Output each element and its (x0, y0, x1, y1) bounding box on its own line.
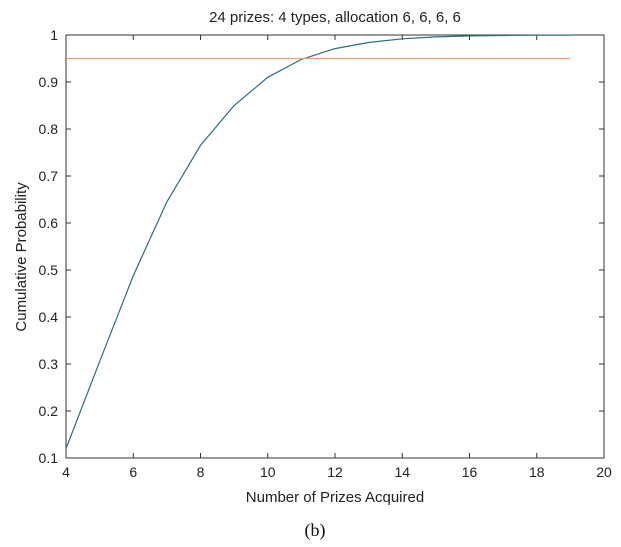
y-tick-label: 0.5 (39, 262, 59, 278)
x-tick-label: 8 (197, 464, 205, 480)
x-tick-label: 18 (529, 464, 545, 480)
figure-caption: (b) (305, 520, 326, 541)
y-axis-label: Cumulative Probability (13, 182, 30, 332)
y-tick-label: 0.4 (39, 309, 59, 325)
x-tick-label: 12 (327, 464, 343, 480)
y-tick-label: 0.9 (39, 74, 59, 90)
x-axis: 4 6 8 10 12 14 16 18 20 (62, 35, 612, 480)
y-tick-label: 0.7 (39, 168, 59, 184)
y-tick-label: 0.8 (39, 121, 59, 137)
y-tick-label: 0.2 (39, 403, 59, 419)
y-tick-label: 0.3 (39, 356, 59, 372)
x-tick-label: 6 (129, 464, 137, 480)
y-tick-label: 0.1 (39, 450, 59, 466)
x-tick-label: 16 (462, 464, 478, 480)
chart-title: 24 prizes: 4 types, allocation 6, 6, 6, … (209, 9, 461, 26)
y-tick-label: 0.6 (39, 215, 59, 231)
x-axis-label: Number of Prizes Acquired (246, 489, 424, 506)
x-tick-label: 10 (260, 464, 276, 480)
x-tick-label: 14 (394, 464, 410, 480)
x-tick-label: 20 (596, 464, 612, 480)
y-tick-label: 1 (50, 27, 58, 43)
y-axis: 0.1 0.2 0.3 0.4 0.5 0.6 0.7 0.8 0.9 1 (39, 27, 604, 466)
series-layer (65, 34, 571, 449)
series-line-cumulative (65, 34, 571, 449)
x-tick-label: 4 (62, 464, 70, 480)
